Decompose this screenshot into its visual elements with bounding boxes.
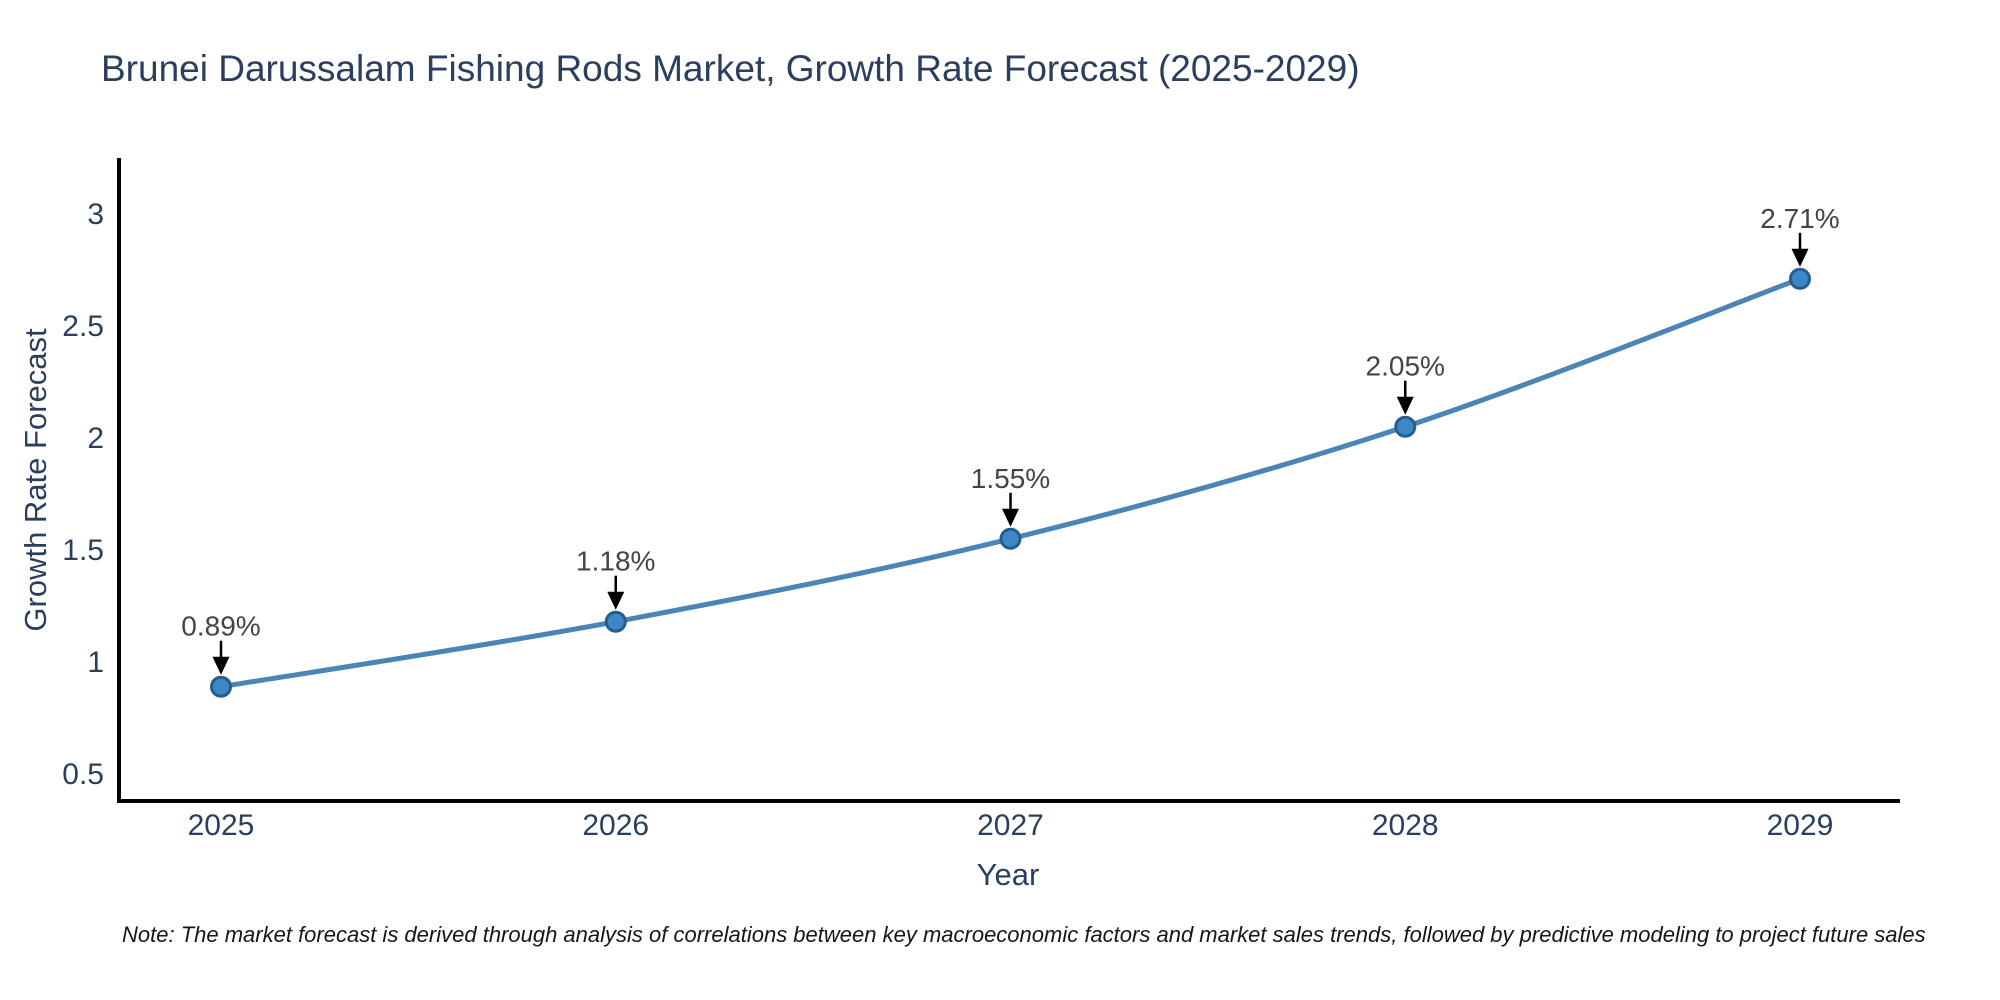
axis-lines [117, 158, 1900, 803]
point-value-label: 1.18% [576, 546, 655, 577]
y-tick-label: 0.5 [62, 758, 104, 791]
x-tick-label: 2027 [977, 809, 1044, 842]
x-tick-label: 2029 [1767, 809, 1834, 842]
y-tick-label: 1.5 [62, 534, 104, 567]
x-tick-label: 2028 [1372, 809, 1439, 842]
y-tick-label: 2.5 [62, 310, 104, 343]
y-tick-label: 2 [87, 422, 104, 455]
data-point-marker [604, 610, 627, 633]
data-point-marker [210, 675, 232, 698]
y-tick-label: 3 [87, 198, 104, 231]
x-axis-title: Year [976, 857, 1040, 892]
point-value-label: 1.55% [971, 463, 1050, 494]
series-growth-rate [210, 267, 1811, 698]
x-tick-labels: 2025 2026 2027 2028 2029 [188, 809, 1834, 842]
x-tick-label: 2025 [188, 809, 255, 842]
data-point-marker [1789, 267, 1811, 290]
point-value-label: 2.71% [1760, 203, 1839, 234]
y-tick-labels: 0.5 1 1.5 2 2.5 3 [62, 198, 104, 791]
point-annotations: 0.89% 1.18% 1.55% 2.05% 2.71% [181, 203, 1840, 675]
data-point-marker [999, 527, 1022, 550]
annotation-arrowhead-icon [1396, 396, 1414, 415]
point-value-label: 2.05% [1366, 351, 1445, 382]
y-tick-label: 1 [87, 646, 104, 679]
annotation-arrowhead-icon [1002, 508, 1019, 527]
footnote: Note: The market forecast is derived thr… [122, 922, 1926, 947]
annotation-arrowhead-icon [607, 591, 625, 610]
annotation-arrowhead-icon [212, 656, 230, 675]
point-value-label: 0.89% [181, 611, 260, 642]
annotation-arrowhead-icon [1791, 248, 1809, 267]
x-tick-label: 2026 [582, 809, 649, 842]
chart-title: Brunei Darussalam Fishing Rods Market, G… [101, 48, 1360, 89]
data-point-marker [1394, 415, 1417, 438]
